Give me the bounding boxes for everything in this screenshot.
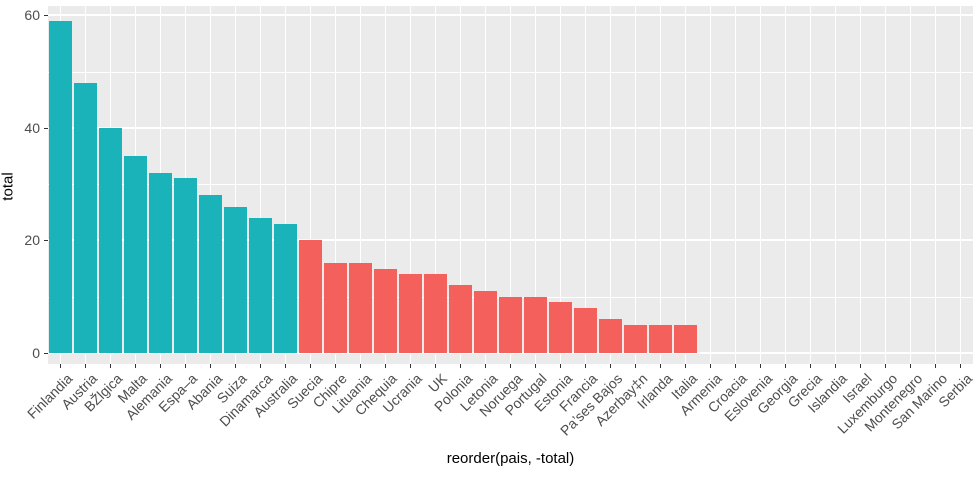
bar-BŽlgica (99, 127, 122, 353)
x-tick-mark (860, 364, 861, 368)
y-tick-mark (44, 127, 48, 129)
x-tick-mark (385, 364, 386, 368)
y-tick-label: 60 (24, 7, 40, 24)
x-tick-mark (435, 364, 436, 368)
x-tick-mark (535, 364, 536, 368)
x-tick-mark (935, 364, 936, 368)
x-tick-mark (210, 364, 211, 368)
bar-Italia (674, 324, 697, 353)
bar-Chipre (324, 262, 347, 353)
y-axis-title: total (0, 172, 17, 201)
bar-Estonia (549, 302, 572, 353)
x-axis-title: reorder(pais, -total) (446, 450, 575, 467)
x-tick-mark (735, 364, 736, 368)
bar-Ucrania (399, 274, 422, 353)
bar-Letonia (474, 291, 497, 353)
bar-Noruega (499, 296, 522, 353)
bar-Espa–a (174, 178, 197, 353)
x-tick-mark (560, 364, 561, 368)
gridline-minor (48, 71, 973, 73)
x-tick-mark (485, 364, 486, 368)
bar-Portugal (524, 296, 547, 353)
x-tick-mark (460, 364, 461, 368)
x-tick-mark (710, 364, 711, 368)
y-tick-label: 20 (24, 232, 40, 249)
bar-UK (424, 274, 447, 353)
gridline-minor (48, 184, 973, 186)
bar-Polonia (449, 285, 472, 353)
x-tick-mark (760, 364, 761, 368)
x-tick-mark (360, 364, 361, 368)
bar-Lituania (349, 262, 372, 353)
x-tick-mark (660, 364, 661, 368)
y-tick-label: 0 (32, 345, 40, 361)
x-tick-mark (635, 364, 636, 368)
x-tick-mark (785, 364, 786, 368)
bar-Francia (574, 307, 597, 353)
x-tick-mark (910, 364, 911, 368)
bar-Australia (274, 223, 297, 353)
x-tick-mark (60, 364, 61, 368)
bar-Malta (124, 155, 147, 353)
x-tick-mark (285, 364, 286, 368)
x-tick-mark (85, 364, 86, 368)
x-tick-mark (135, 364, 136, 368)
x-tick-mark (610, 364, 611, 368)
x-tick-mark (260, 364, 261, 368)
bar-Alemania (149, 172, 172, 353)
bar-Irlanda (649, 324, 672, 353)
x-tick-mark (235, 364, 236, 368)
y-tick-mark (44, 15, 48, 17)
x-tick-mark (410, 364, 411, 368)
bar-Chequia (374, 268, 397, 353)
bar-Dinamarca (249, 217, 272, 353)
plot-panel (48, 6, 973, 364)
y-tick-mark (44, 353, 48, 354)
x-tick-mark (510, 364, 511, 368)
x-tick-mark (585, 364, 586, 368)
x-tick-mark (885, 364, 886, 368)
x-tick-mark (110, 364, 111, 368)
x-tick-mark (185, 364, 186, 368)
x-tick-mark (160, 364, 161, 368)
bar-Pa’ses Bajos (599, 319, 622, 353)
bar-Azerbay‡n (624, 324, 647, 353)
bar-Suiza (224, 206, 247, 353)
gridline-major (48, 239, 973, 242)
bar-Finlandia (49, 20, 72, 353)
bar-Suecia (299, 240, 322, 353)
x-tick-mark (310, 364, 311, 368)
bar-Austria (74, 82, 97, 353)
gridline-major (48, 14, 973, 17)
x-tick-mark (810, 364, 811, 368)
x-tick-mark (685, 364, 686, 368)
gridline-major (48, 352, 973, 354)
x-tick-mark (335, 364, 336, 368)
x-tick-mark (960, 364, 961, 368)
y-tick-label: 40 (24, 119, 40, 136)
bar-Abania (199, 195, 222, 353)
gridline-major (48, 126, 973, 129)
x-tick-mark (835, 364, 836, 368)
y-tick-mark (44, 240, 48, 242)
